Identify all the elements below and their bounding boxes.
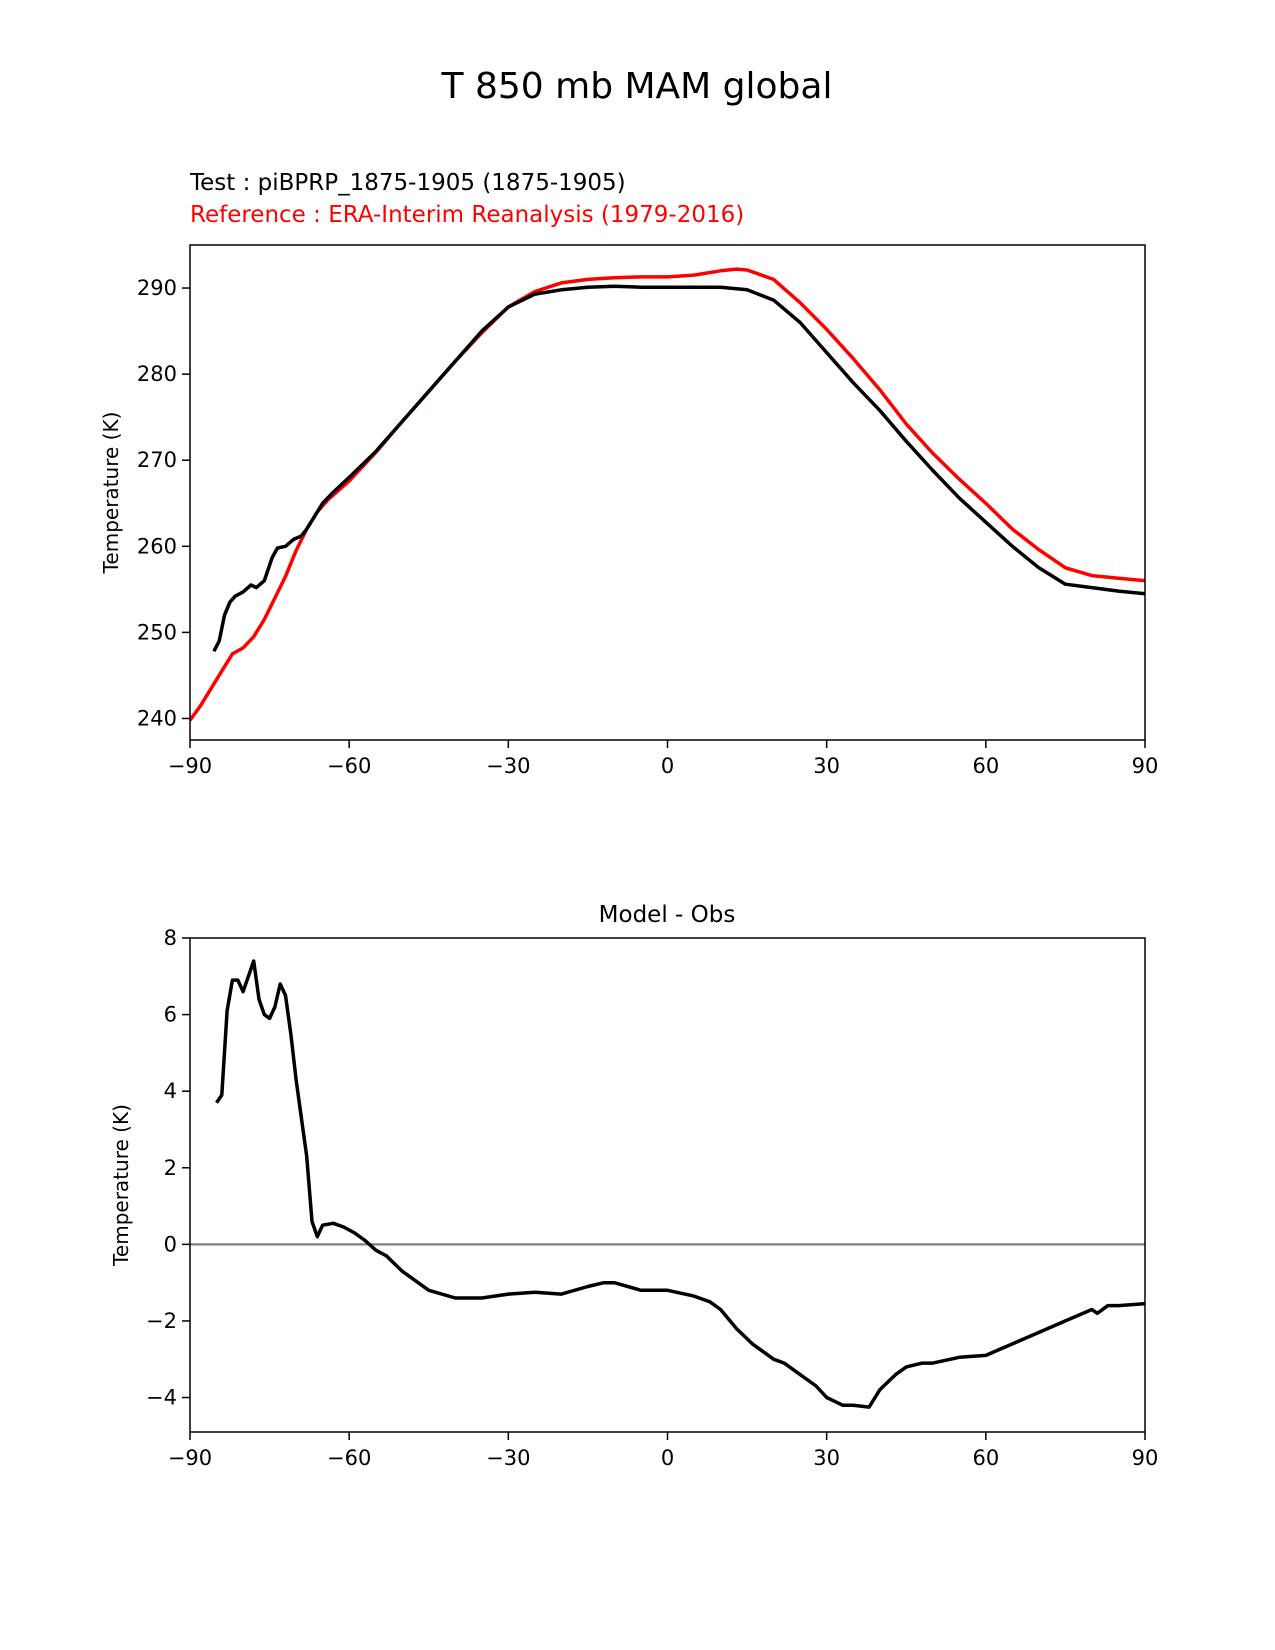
bottom-xtick-label: −90: [168, 1446, 212, 1470]
bottom-xtick-label: −60: [327, 1446, 371, 1470]
bottom-xtick-label: 0: [661, 1446, 674, 1470]
top-ylabel: Temperature (K): [99, 412, 123, 575]
bottom-ytick-label: −4: [146, 1386, 177, 1410]
top-ytick-label: 270: [137, 448, 177, 472]
top-panel: Test : piBPRP_1875-1905 (1875-1905) Refe…: [99, 170, 1158, 778]
bottom-ytick-label: 0: [164, 1232, 177, 1256]
top-series-reference-line: [188, 267, 1146, 722]
top-ytick-label: 280: [137, 362, 177, 386]
bottom-plot-frame: [189, 937, 1146, 1433]
bottom-ytick-label: 6: [164, 1003, 177, 1027]
bottom-xtick-label: 30: [813, 1446, 840, 1470]
top-ytick-label: 240: [137, 706, 177, 730]
bottom-ytick-label: 4: [164, 1079, 177, 1103]
reference-label: Reference : ERA-Interim Reanalysis (1979…: [190, 202, 744, 228]
bottom-xtick-label: −30: [486, 1446, 530, 1470]
top-ytick-label: 250: [137, 620, 177, 644]
test-label: Test : piBPRP_1875-1905 (1875-1905): [189, 170, 626, 196]
top-ytick-label: 290: [137, 276, 177, 300]
top-xtick-label: 90: [1132, 754, 1159, 778]
bottom-title: Model - Obs: [599, 902, 736, 928]
top-xtick-label: 30: [813, 754, 840, 778]
bottom-panel: Model - Obs −90 −60 −30 0 30 60 90 −4 −2 0 2 4 6 8 T…: [109, 902, 1158, 1470]
top-xtick-label: −90: [168, 754, 212, 778]
bottom-series-model-obs-line: [215, 959, 1146, 1409]
top-series-test-line: [212, 284, 1146, 653]
bottom-ylabel: Temperature (K): [109, 1104, 133, 1267]
bottom-xtick-label: 90: [1132, 1446, 1159, 1470]
top-xtick-label: 0: [661, 754, 674, 778]
top-xtick-label: −30: [486, 754, 530, 778]
top-ytick-label: 260: [137, 534, 177, 558]
bottom-ytick-label: 8: [164, 926, 177, 950]
bottom-xtick-label: 60: [972, 1446, 999, 1470]
top-xtick-label: 60: [972, 754, 999, 778]
bottom-ytick-label: 2: [164, 1156, 177, 1180]
bottom-ytick-label: −2: [146, 1309, 177, 1333]
top-xtick-label: −60: [327, 754, 371, 778]
figure-title: T 850 mb MAM global: [441, 66, 833, 107]
